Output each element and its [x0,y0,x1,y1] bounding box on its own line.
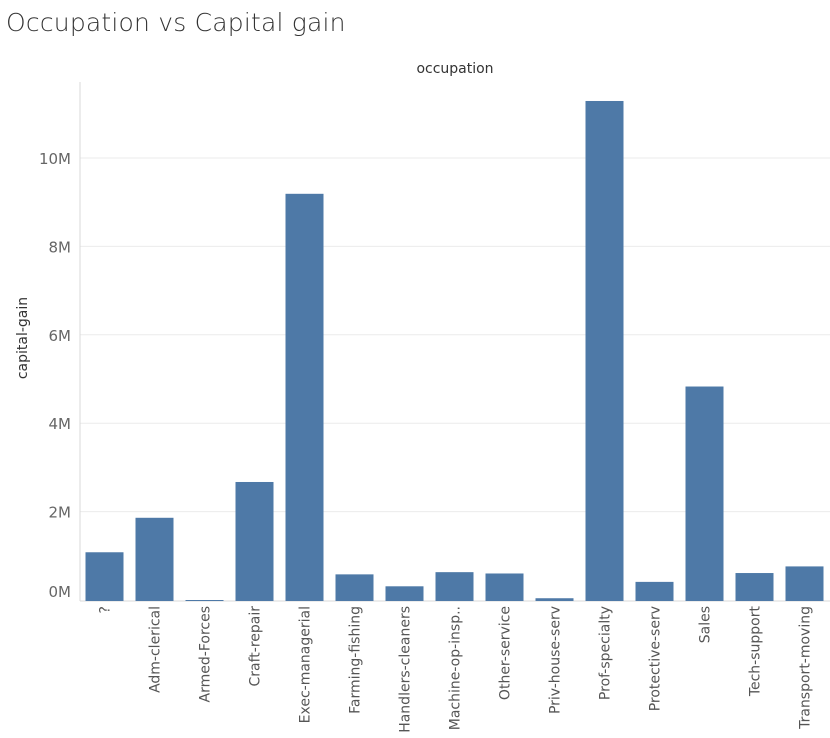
y-tick-label: 0M [49,583,72,601]
bar [435,572,474,601]
x-tick-labels: ? Adm-clerical Armed-Forces Craft-repair Exe… [98,606,814,733]
x-tick-label: Armed-Forces [198,606,214,702]
bar [485,573,524,601]
bar [385,586,424,601]
x-tick-label: Other-service [498,606,514,700]
y-tick-label: 10M [39,150,71,168]
bar [585,100,624,602]
bar [635,581,674,601]
y-tick-label: 6M [49,327,72,345]
x-tick-label: Handlers-cleaners [398,606,414,733]
bar [785,566,824,601]
x-tick-label: Adm-clerical [148,606,164,693]
y-tick-label: 8M [49,238,72,256]
bars [85,100,824,602]
y-axis-label: capital-gain [15,297,31,379]
y-tick-labels: 0M 2M 4M 6M 8M 10M [39,150,71,601]
bar [185,600,224,601]
x-tick-label: Craft-repair [248,606,264,687]
page-title: Occupation vs Capital gain [6,8,346,37]
bar [685,386,724,601]
x-tick-label: Tech-support [748,606,764,698]
x-tick-label: Exec-managerial [298,606,314,723]
x-tick-label: Sales [698,606,714,643]
y-tick-label: 4M [49,415,72,433]
bar [135,517,174,601]
bar [735,573,774,601]
x-tick-label: Prof-specialty [598,606,614,700]
x-tick-label: Priv-house-serv [548,606,564,714]
column-header: occupation [416,61,493,77]
x-tick-label: Farming-fishing [348,606,364,714]
bar [535,598,574,601]
x-tick-label: Transport-moving [798,606,814,730]
bar [285,193,324,601]
x-tick-label: Protective-serv [648,606,664,711]
bar [335,574,374,601]
y-tick-label: 2M [49,504,72,522]
x-tick-label: ? [98,606,114,613]
bar [85,552,124,601]
bar [235,481,274,601]
x-tick-label: Machine-op-insp.. [448,606,464,730]
